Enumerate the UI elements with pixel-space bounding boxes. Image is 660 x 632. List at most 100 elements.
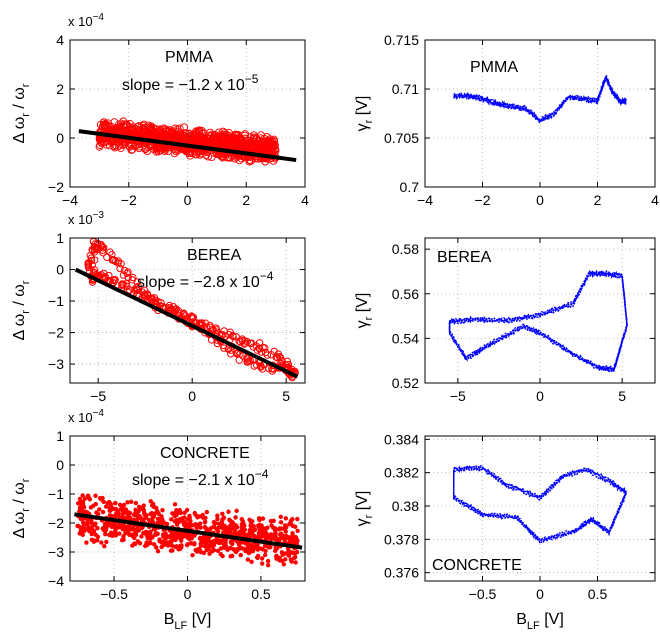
y-tick-label: 0.376: [384, 565, 419, 581]
data-point: [215, 134, 224, 143]
material-label: BEREA: [187, 247, 242, 264]
x-tick-label: −2: [121, 192, 137, 208]
data-point: [99, 248, 107, 257]
plot-area: [448, 268, 629, 373]
data-point: [116, 511, 121, 516]
data-point: [175, 133, 184, 142]
data-point: [94, 510, 99, 515]
y-tick-label: −1: [48, 486, 64, 502]
data-point: [119, 525, 125, 531]
data-point: [268, 367, 277, 375]
data-point: [265, 558, 271, 564]
data-point: [204, 509, 210, 515]
data-point: [189, 313, 198, 321]
y-tick-label: −2: [48, 179, 64, 195]
data-point: [190, 552, 195, 558]
data-point: [155, 549, 161, 554]
axes-frame: [69, 237, 306, 384]
data-point: [274, 546, 280, 551]
data-point: [203, 515, 208, 521]
data-point: [260, 516, 266, 521]
data-point: [215, 529, 221, 534]
material-label: PMMA: [470, 59, 518, 76]
data-point: [165, 542, 171, 547]
data-point: [196, 319, 204, 327]
data-point: [82, 496, 88, 502]
data-point: [159, 514, 164, 519]
data-point: [107, 499, 112, 505]
data-point: [95, 526, 100, 531]
x-tick-label: 2: [242, 192, 250, 208]
data-point: [263, 535, 268, 540]
data-point: [169, 517, 174, 522]
series-line: [453, 72, 627, 121]
data-point: [160, 508, 165, 513]
y-tick-label: 4: [56, 32, 64, 48]
data-point: [139, 534, 144, 539]
data-point: [211, 543, 217, 548]
data-point: [179, 538, 184, 543]
series-line: [448, 270, 629, 372]
y-tick-label: −2: [48, 325, 64, 341]
data-point: [161, 145, 170, 154]
data-point: [219, 127, 228, 136]
data-point: [102, 521, 108, 527]
data-point: [112, 507, 118, 512]
data-point: [246, 356, 254, 365]
x-tick-label: −0.5: [100, 586, 128, 602]
data-point: [164, 127, 173, 136]
data-point: [207, 551, 212, 556]
data-point: [169, 543, 175, 548]
data-point: [111, 524, 116, 529]
panel-2: −4 −2 0 2 4 0.7 0.705 0.71 0.715 γr [V] PMMA: [354, 32, 659, 208]
data-point: [132, 535, 137, 541]
data-point: [110, 514, 116, 519]
data-point: [215, 548, 221, 553]
slope-label: slope = −2.1 x 10−4: [132, 467, 269, 489]
plot-area: [74, 238, 299, 382]
data-point: [282, 523, 288, 528]
data-point: [149, 510, 155, 516]
data-point: [165, 126, 174, 135]
data-point: [283, 516, 289, 521]
data-point: [257, 363, 265, 371]
plot-area: [78, 117, 297, 166]
x-tick-label: 0: [184, 586, 192, 602]
data-point: [260, 561, 265, 566]
y-axis-label: Δ ωr / ωr: [11, 280, 32, 340]
data-point: [286, 553, 292, 558]
data-point: [231, 136, 240, 145]
data-point: [257, 546, 263, 551]
data-point: [202, 151, 211, 159]
x-tick-label: −0.5: [469, 586, 497, 602]
x-tick-label: 0.5: [588, 586, 608, 602]
series-line: [448, 271, 628, 373]
data-point: [219, 519, 225, 524]
y-tick-label: −1: [48, 293, 64, 309]
x-tick-label: −5: [90, 388, 106, 404]
data-point: [195, 514, 201, 519]
data-point: [235, 356, 243, 364]
data-point: [259, 556, 265, 561]
y-tick-label: 0.382: [384, 465, 419, 481]
data-point: [104, 539, 109, 545]
material-label: PMMA: [165, 49, 213, 66]
y-tick-label: 0: [56, 457, 64, 473]
data-point: [92, 522, 98, 528]
data-point: [133, 532, 139, 537]
data-point: [262, 138, 271, 146]
data-point: [234, 140, 243, 149]
data-point: [289, 559, 294, 564]
data-point: [287, 537, 293, 542]
data-point: [228, 523, 233, 528]
data-point: [259, 530, 265, 535]
data-point: [140, 517, 145, 522]
data-point: [216, 525, 221, 530]
data-point: [98, 244, 107, 252]
data-point: [226, 509, 231, 514]
data-point: [203, 526, 209, 531]
data-point: [148, 130, 156, 139]
data-point: [204, 152, 213, 161]
series-line: [448, 268, 628, 372]
